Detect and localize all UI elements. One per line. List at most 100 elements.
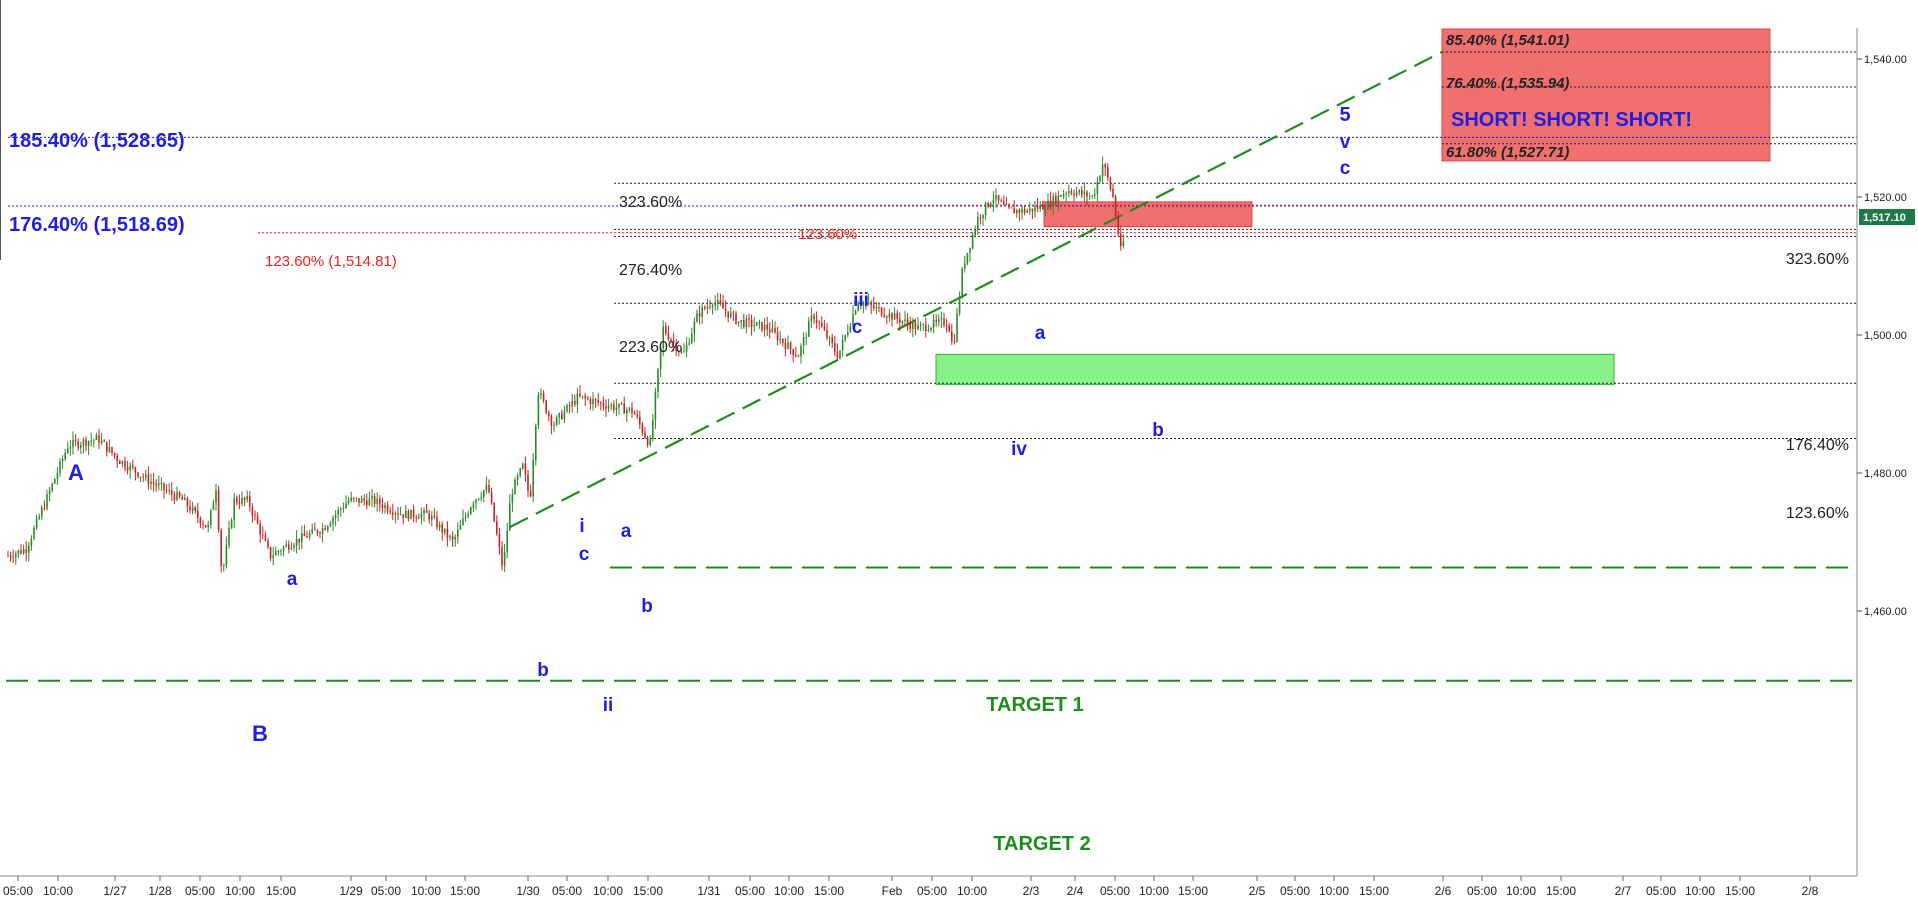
candle-body	[883, 315, 885, 317]
candle-body	[1052, 196, 1054, 207]
wave-label-iv: iv	[1011, 439, 1027, 460]
candle-body	[605, 406, 607, 409]
candle-body	[1026, 210, 1028, 213]
x-tick-label: Feb	[882, 884, 903, 898]
candle-body	[1073, 193, 1075, 196]
x-tick-label: 2/4	[1067, 884, 1084, 898]
candle-body	[1013, 208, 1015, 214]
candle-body	[490, 492, 493, 503]
candle-body	[912, 322, 914, 330]
candle-body	[584, 395, 586, 399]
candle-body	[470, 507, 472, 514]
candle-body	[54, 478, 56, 484]
candle-body	[758, 321, 761, 323]
candle-body	[399, 514, 402, 516]
candle-body	[145, 474, 147, 478]
fib-red-label: 123.60% (1,514.81)	[265, 253, 397, 270]
candle-body	[124, 461, 126, 468]
candle-body	[418, 518, 420, 519]
candle-body	[990, 203, 992, 207]
candle-body	[475, 499, 477, 504]
candle-body	[509, 503, 511, 531]
candle-body	[134, 467, 137, 473]
candle-body	[496, 521, 498, 535]
candle-body	[327, 526, 329, 530]
candle-body	[665, 326, 667, 334]
candle-body	[441, 524, 443, 533]
candle-body	[969, 247, 971, 253]
candle-body	[581, 395, 584, 397]
candle-body	[1104, 164, 1106, 168]
candle-body	[511, 494, 514, 504]
candle-body	[251, 506, 254, 516]
candle-body	[381, 504, 384, 509]
x-tick-label: 05:00	[1280, 884, 1310, 898]
candle-body	[290, 547, 293, 550]
candle-body	[834, 343, 836, 352]
candle-body	[592, 399, 594, 404]
candle-body	[59, 461, 61, 473]
candle-body	[168, 490, 170, 491]
candle-body	[20, 550, 22, 554]
candle-body	[717, 300, 719, 303]
candle-body	[152, 481, 155, 484]
candle-body	[805, 336, 807, 338]
candle-body	[657, 369, 659, 392]
candle-body	[30, 538, 33, 546]
candle-body	[126, 467, 129, 471]
candle-body	[506, 530, 508, 552]
support-zone-green	[935, 353, 1615, 386]
x-tick-label: 10:00	[1139, 884, 1169, 898]
candle-body	[350, 497, 352, 501]
candle-body	[600, 402, 602, 404]
x-tick-label: 1/27	[103, 884, 127, 898]
wave-label-a: a	[621, 521, 632, 542]
candle-body	[732, 312, 735, 314]
candle-body	[87, 441, 90, 447]
candle-body	[761, 321, 763, 331]
candle-body	[766, 324, 768, 330]
candle-body	[906, 319, 909, 324]
candle-body	[189, 506, 191, 511]
candle-body	[633, 412, 636, 415]
candle-body	[1122, 241, 1125, 247]
candle-body	[111, 447, 113, 454]
candle-body	[641, 424, 644, 433]
candle-body	[202, 523, 204, 526]
candle-body	[249, 496, 251, 507]
candle-body	[1107, 167, 1109, 178]
candle-body	[33, 527, 35, 539]
candle-body	[379, 498, 381, 505]
candle-body	[610, 404, 612, 407]
candle-body	[693, 321, 696, 334]
candle-body	[888, 313, 891, 318]
candle-body	[875, 307, 878, 309]
candle-body	[98, 435, 100, 443]
wave-label-i: i	[579, 516, 584, 537]
x-tick-label: 10:00	[1685, 884, 1715, 898]
candle-body	[537, 394, 540, 426]
candle-body	[561, 413, 563, 420]
candle-body	[870, 302, 872, 306]
candle-body	[405, 510, 407, 518]
candle-body	[368, 498, 371, 506]
candle-body	[358, 498, 360, 503]
candle-body	[774, 328, 776, 333]
candle-body	[808, 321, 810, 337]
candle-body	[207, 524, 209, 528]
x-tick-label: 2/6	[1435, 884, 1452, 898]
candle-body	[412, 509, 415, 518]
candle-body	[919, 324, 922, 326]
candle-body	[197, 510, 199, 518]
candle-body	[1081, 190, 1083, 195]
wave-label-b: b	[1152, 420, 1164, 441]
candle-body	[535, 425, 537, 460]
candle-body	[384, 505, 386, 509]
fib-red-label: 123.60%	[798, 226, 857, 243]
candle-body	[743, 320, 745, 327]
candle-body	[683, 351, 685, 353]
x-tick-label: 15:00	[1546, 884, 1576, 898]
candle-body	[899, 318, 901, 323]
candle-body	[620, 403, 623, 405]
wave-label-v: v	[1340, 132, 1351, 153]
